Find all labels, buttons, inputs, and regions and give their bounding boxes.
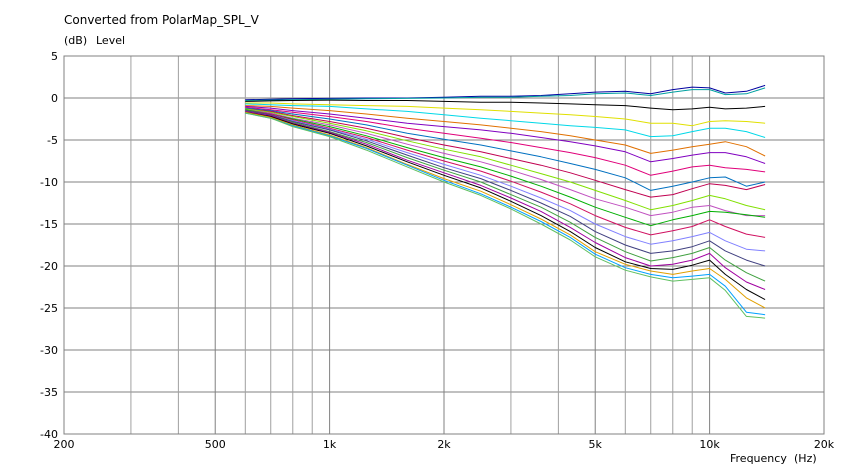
y-tick-label: 5 <box>51 50 58 63</box>
series-line-17 <box>245 110 766 282</box>
x-axis-unit: (Hz) <box>794 452 817 465</box>
series-line-20 <box>245 111 766 309</box>
y-tick-label: -15 <box>40 218 58 231</box>
y-axis-label: Level <box>96 34 125 47</box>
series-line-16 <box>245 110 766 267</box>
series-line-10 <box>245 108 766 198</box>
y-tick-label: -30 <box>40 344 58 357</box>
grid <box>63 55 825 435</box>
y-tick-label: -40 <box>40 428 58 441</box>
series-line-9 <box>245 107 766 191</box>
x-tick-label: 1k <box>323 438 337 451</box>
series-line-13 <box>245 109 766 227</box>
series-line-1 <box>245 84 766 101</box>
y-tick-label: 0 <box>51 92 58 105</box>
series-line-21 <box>245 112 766 316</box>
y-tick-label: -10 <box>40 176 58 189</box>
x-tick-label: 10k <box>699 438 720 451</box>
x-tick-label: 500 <box>205 438 226 451</box>
series-line-11 <box>245 108 766 211</box>
y-tick-label: -5 <box>47 134 58 147</box>
series-line-14 <box>245 110 766 238</box>
x-tick-label: 200 <box>54 438 75 451</box>
y-tick-label: -35 <box>40 386 58 399</box>
series-line-2 <box>245 87 766 101</box>
x-tick-label: 20k <box>814 438 835 451</box>
series-line-4 <box>245 102 766 127</box>
x-axis-label: Frequency <box>730 452 787 465</box>
series-line-22 <box>245 112 766 319</box>
y-tick-label: -25 <box>40 302 58 315</box>
series-line-5 <box>245 103 766 138</box>
x-tick-label: 2k <box>437 438 451 451</box>
series-lines <box>245 84 766 319</box>
x-tick-label: 5k <box>589 438 603 451</box>
chart-title: Converted from PolarMap_SPL_V <box>64 13 260 27</box>
plot-frame <box>63 55 825 435</box>
y-axis-unit: (dB) <box>64 34 87 47</box>
series-line-7 <box>245 105 766 164</box>
series-line-15 <box>245 110 766 252</box>
series-line-6 <box>245 105 766 157</box>
y-tick-labels: 5 0 -5 -10 -15 -20 -25 -30 -35 -40 <box>40 50 58 441</box>
series-line-18 <box>245 110 766 290</box>
x-tick-labels: 200 500 1k 2k 5k 10k 20k <box>54 438 835 451</box>
series-line-19 <box>245 111 766 301</box>
y-tick-label: -20 <box>40 260 58 273</box>
series-line-3 <box>245 99 766 111</box>
series-line-12 <box>245 109 766 217</box>
series-line-8 <box>245 106 766 176</box>
